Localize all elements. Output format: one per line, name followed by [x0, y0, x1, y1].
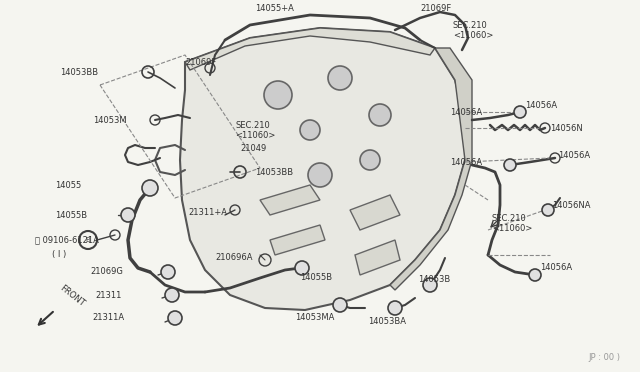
Circle shape — [308, 163, 332, 187]
Text: <11060>: <11060> — [453, 31, 493, 39]
Circle shape — [142, 180, 158, 196]
Text: 14053BB: 14053BB — [255, 167, 293, 176]
Text: 21049: 21049 — [240, 144, 266, 153]
Circle shape — [542, 204, 554, 216]
Circle shape — [165, 288, 179, 302]
Circle shape — [161, 265, 175, 279]
Text: 21311: 21311 — [95, 291, 122, 299]
Polygon shape — [270, 225, 325, 255]
Text: <11060>: <11060> — [235, 131, 275, 140]
Text: <11060>: <11060> — [492, 224, 532, 232]
Text: ( I ): ( I ) — [52, 250, 67, 260]
Circle shape — [328, 66, 352, 90]
Text: 14053MA: 14053MA — [295, 314, 334, 323]
Text: 21311+A: 21311+A — [188, 208, 227, 217]
Text: JP : 00 ): JP : 00 ) — [588, 353, 620, 362]
Circle shape — [121, 208, 135, 222]
Polygon shape — [390, 48, 472, 290]
Text: 14056NA: 14056NA — [552, 201, 591, 209]
Circle shape — [514, 106, 526, 118]
Circle shape — [504, 159, 516, 171]
Text: 14056N: 14056N — [550, 124, 583, 132]
Circle shape — [423, 278, 437, 292]
Text: 14055: 14055 — [55, 180, 81, 189]
Text: 14056A: 14056A — [450, 108, 482, 116]
Circle shape — [360, 150, 380, 170]
Text: 14055B: 14055B — [300, 273, 332, 282]
Polygon shape — [260, 185, 320, 215]
Circle shape — [388, 301, 402, 315]
Text: 14056A: 14056A — [558, 151, 590, 160]
Text: 14053M: 14053M — [93, 115, 127, 125]
Polygon shape — [355, 240, 400, 275]
Text: 21069F: 21069F — [185, 58, 216, 67]
Text: B: B — [86, 237, 90, 243]
Circle shape — [295, 261, 309, 275]
Text: 210696A: 210696A — [215, 253, 253, 263]
Text: SEC.210: SEC.210 — [235, 121, 269, 129]
Text: Ⓑ 09106-6121A: Ⓑ 09106-6121A — [35, 235, 99, 244]
Polygon shape — [185, 28, 435, 70]
Text: 14053BB: 14053BB — [60, 67, 98, 77]
Text: 14053B: 14053B — [418, 276, 451, 285]
Text: 14055B: 14055B — [55, 211, 87, 219]
Text: 14056A: 14056A — [540, 263, 572, 273]
Text: FRONT: FRONT — [58, 283, 86, 308]
Circle shape — [168, 311, 182, 325]
Circle shape — [529, 269, 541, 281]
Circle shape — [333, 298, 347, 312]
Text: 21069F: 21069F — [420, 3, 451, 13]
Text: 21069G: 21069G — [90, 267, 123, 276]
Text: 14056A: 14056A — [450, 157, 482, 167]
Text: 14053BA: 14053BA — [368, 317, 406, 327]
Text: 14056A: 14056A — [525, 100, 557, 109]
Text: 14055+A: 14055+A — [255, 3, 294, 13]
Text: SEC.210: SEC.210 — [492, 214, 527, 222]
Polygon shape — [180, 28, 465, 310]
Circle shape — [300, 120, 320, 140]
Text: 21311A: 21311A — [92, 314, 124, 323]
Polygon shape — [350, 195, 400, 230]
Circle shape — [369, 104, 391, 126]
Text: SEC.210: SEC.210 — [453, 20, 488, 29]
Circle shape — [264, 81, 292, 109]
